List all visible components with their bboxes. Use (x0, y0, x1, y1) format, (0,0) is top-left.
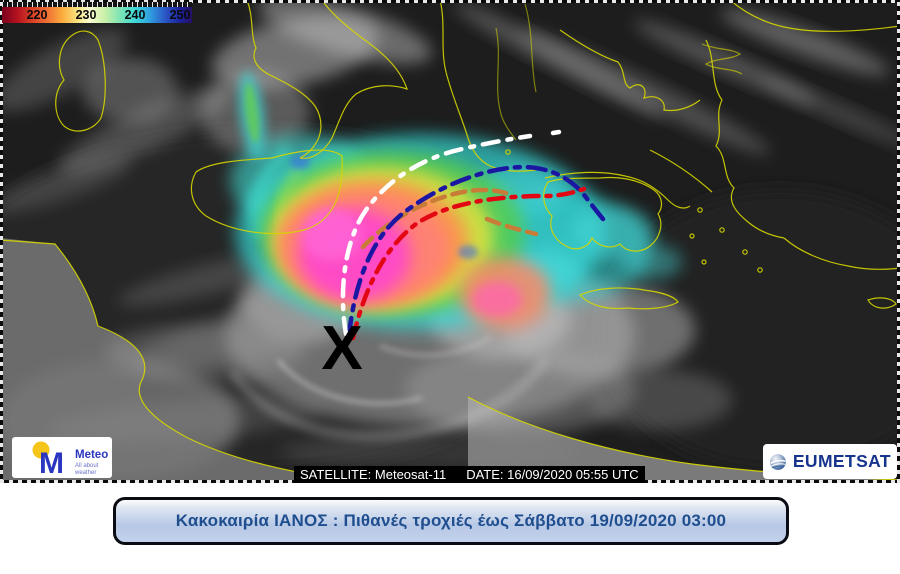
eumetsat-globe-icon (770, 453, 786, 470)
satellite-label: SATELLITE: Meteosat-11 (300, 467, 447, 482)
possible-track-white-dot (550, 129, 562, 136)
meteo-logo: M Meteo All about weather (12, 437, 112, 480)
caption-bar: Κακοκαιρία ΙΑΝΟΣ : Πιθανές τροχιές έως Σ… (113, 497, 789, 545)
possible-track-red (350, 186, 587, 341)
meteo-sun-icon (32, 441, 50, 459)
possible-track-white (340, 133, 533, 337)
temperature-colorbar: 220 230 240 250 (2, 2, 192, 23)
colorbar-label-220: 220 (26, 8, 48, 22)
colorbar-label-230: 230 (75, 8, 97, 22)
meteo-monogram: M (39, 447, 64, 478)
frame-edge-top (0, 0, 900, 3)
colorbar-label-240: 240 (124, 8, 146, 22)
caption-text: Κακοκαιρία ΙΑΝΟΣ : Πιθανές τροχιές έως Σ… (175, 511, 727, 530)
possible-track-orange-short (484, 216, 539, 237)
colorbar-tick-ruler (2, 2, 192, 7)
satellite-image: X 220 230 240 250 SATELLITE: Meteosat-11… (0, 0, 900, 483)
forecast-tracks (340, 129, 606, 341)
storm-center-marker: X (321, 314, 362, 383)
colorbar-label-250: 250 (169, 8, 191, 22)
frame-edge-left (0, 0, 3, 483)
meteo-tagline-2: weather (74, 470, 96, 476)
eumetsat-logo: EUMETSAT (763, 444, 897, 479)
meteo-tagline-1: All about (75, 463, 99, 469)
possible-track-navy (346, 164, 606, 339)
date-label: DATE: 16/09/2020 05:55 UTC (466, 467, 639, 482)
eumetsat-wordmark: EUMETSAT (792, 451, 891, 471)
satellite-scene: X (0, 0, 900, 483)
image-footer-strip: SATELLITE: Meteosat-11 DATE: 16/09/2020 … (294, 466, 645, 483)
possible-track-orange (360, 187, 509, 250)
colorbar-gradient: 220 230 240 250 (2, 7, 192, 23)
frame-edge-right (897, 0, 900, 483)
meteo-wordmark: Meteo (75, 449, 108, 461)
